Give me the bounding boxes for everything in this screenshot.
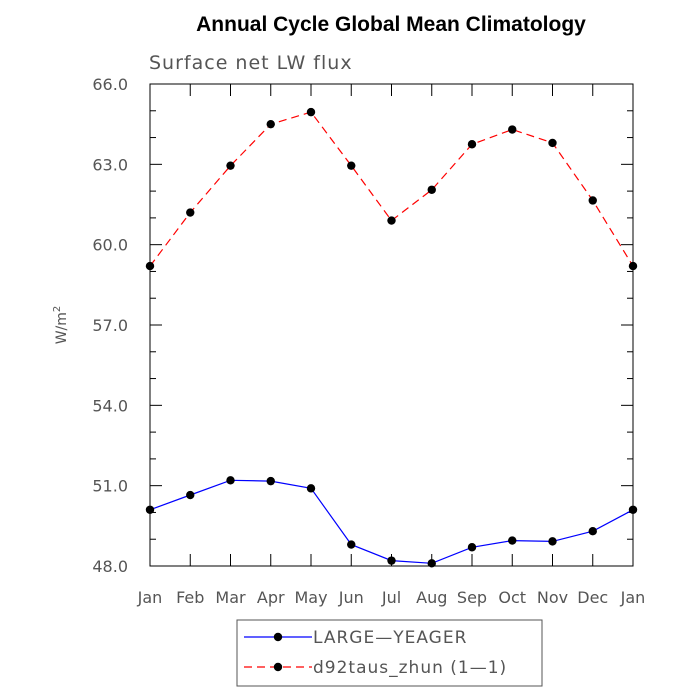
data-point bbox=[186, 490, 195, 500]
data-point bbox=[306, 107, 316, 117]
data-point bbox=[186, 208, 195, 217]
data-point bbox=[266, 476, 275, 486]
y-tick-label: 48.0 bbox=[92, 557, 128, 576]
data-point bbox=[306, 484, 316, 493]
data-point bbox=[467, 140, 477, 149]
x-tick-label: Aug bbox=[416, 588, 447, 607]
data-point bbox=[628, 261, 638, 271]
legend-box bbox=[236, 619, 543, 687]
x-tick-label: Apr bbox=[257, 588, 285, 607]
data-point bbox=[387, 216, 396, 225]
plot-frame bbox=[149, 83, 634, 567]
series-line bbox=[149, 479, 634, 564]
series-line bbox=[149, 111, 634, 267]
x-tick-label: Oct bbox=[498, 588, 526, 607]
data-point bbox=[427, 559, 436, 568]
data-point bbox=[226, 476, 235, 485]
legend-marker bbox=[273, 632, 283, 642]
data-point bbox=[508, 125, 517, 134]
data-point bbox=[347, 540, 356, 549]
y-tick-label: 54.0 bbox=[92, 396, 128, 415]
x-tick-label: Nov bbox=[537, 588, 568, 607]
data-point bbox=[145, 261, 155, 271]
data-point bbox=[226, 161, 235, 170]
data-point bbox=[548, 537, 557, 546]
data-point bbox=[427, 185, 436, 194]
data-point bbox=[266, 119, 275, 129]
x-tick-label: Jun bbox=[338, 588, 364, 607]
y-tick-label: 51.0 bbox=[92, 477, 128, 496]
svg-text:W/m2: W/m2 bbox=[52, 306, 70, 345]
x-tick-label: Jan bbox=[620, 588, 646, 607]
legend-label: LARGE—YEAGER bbox=[313, 628, 467, 648]
series-1 bbox=[145, 107, 638, 271]
x-tick-label: May bbox=[294, 588, 327, 607]
x-tick-label: Jan bbox=[137, 588, 163, 607]
series-layer bbox=[145, 107, 638, 568]
data-point bbox=[467, 543, 477, 552]
data-point bbox=[508, 536, 517, 545]
x-tick-label: Sep bbox=[457, 588, 487, 607]
data-point bbox=[588, 196, 597, 205]
data-point bbox=[387, 556, 396, 565]
chart-title: Annual Cycle Global Mean Climatology bbox=[196, 13, 586, 36]
y-tick-label: 60.0 bbox=[92, 236, 128, 255]
data-point bbox=[347, 161, 356, 170]
data-point bbox=[628, 505, 638, 514]
data-point bbox=[145, 505, 155, 514]
x-tick-label: Dec bbox=[577, 588, 608, 607]
legend-label: d92taus_zhun (1—1) bbox=[313, 658, 507, 678]
y-tick-label: 66.0 bbox=[92, 75, 128, 94]
data-point bbox=[548, 138, 557, 148]
x-tick-label: Jul bbox=[381, 588, 401, 607]
y-axis-label-main: W/m bbox=[54, 312, 70, 344]
chart-subtitle: Surface net LW flux bbox=[149, 52, 353, 74]
y-tick-label: 57.0 bbox=[92, 316, 128, 335]
series-0 bbox=[145, 476, 638, 568]
y-tick-label: 63.0 bbox=[92, 155, 128, 174]
x-tick-label: Mar bbox=[215, 588, 246, 607]
data-point bbox=[588, 526, 597, 536]
legend-marker bbox=[273, 662, 283, 672]
x-tick-label: Feb bbox=[176, 588, 204, 607]
y-axis-label-sup: 2 bbox=[52, 306, 63, 312]
axes: 48.0 51.0 54.0 57.0 60.0 63.0 66.0 Jan Feb Mar Apr… bbox=[92, 75, 645, 607]
y-axis-label: W/m2 bbox=[52, 306, 70, 345]
legend: LARGE—YEAGER d92taus_zhun (1—1) bbox=[236, 619, 543, 687]
